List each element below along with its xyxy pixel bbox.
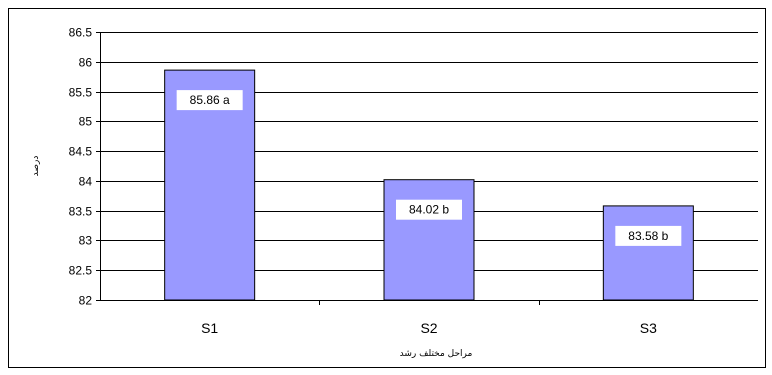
y-tick-label: 85.5 <box>69 86 93 100</box>
y-axis-title: درصد <box>31 156 41 177</box>
y-tick-label: 82.5 <box>69 264 93 278</box>
y-tick-label: 83.5 <box>69 205 93 219</box>
bar-s3 <box>602 205 694 301</box>
x-axis-title: مراحل مختلف رشد <box>400 349 473 359</box>
x-tick-label: S3 <box>640 320 657 336</box>
data-label: 85.86 a <box>190 93 230 107</box>
axes: 82 82.5 83 83.5 84 84.5 85 85.5 86 86.5 S1 S2 S3 <box>69 26 758 336</box>
y-tick-label: 86.5 <box>69 26 93 40</box>
data-label-box <box>176 90 243 111</box>
data-label: 83.58 b <box>628 229 668 243</box>
data-labels: 85.86 a 84.02 b 83.58 b <box>176 90 682 246</box>
y-tick-label: 84 <box>79 175 93 189</box>
data-label: 84.02 b <box>409 203 449 217</box>
y-tick-label: 82 <box>79 294 93 308</box>
data-label-box <box>396 199 462 220</box>
bar-s2 <box>383 179 475 301</box>
y-tick-label: 84.5 <box>69 145 93 159</box>
y-tick-label: 86 <box>79 56 93 70</box>
y-tick-label: 83 <box>79 234 93 248</box>
x-tick-label: S1 <box>201 320 218 336</box>
data-label-box <box>615 225 682 246</box>
y-tick-label: 85 <box>79 115 93 129</box>
x-tick-label: S2 <box>420 320 437 336</box>
bars <box>164 69 694 301</box>
